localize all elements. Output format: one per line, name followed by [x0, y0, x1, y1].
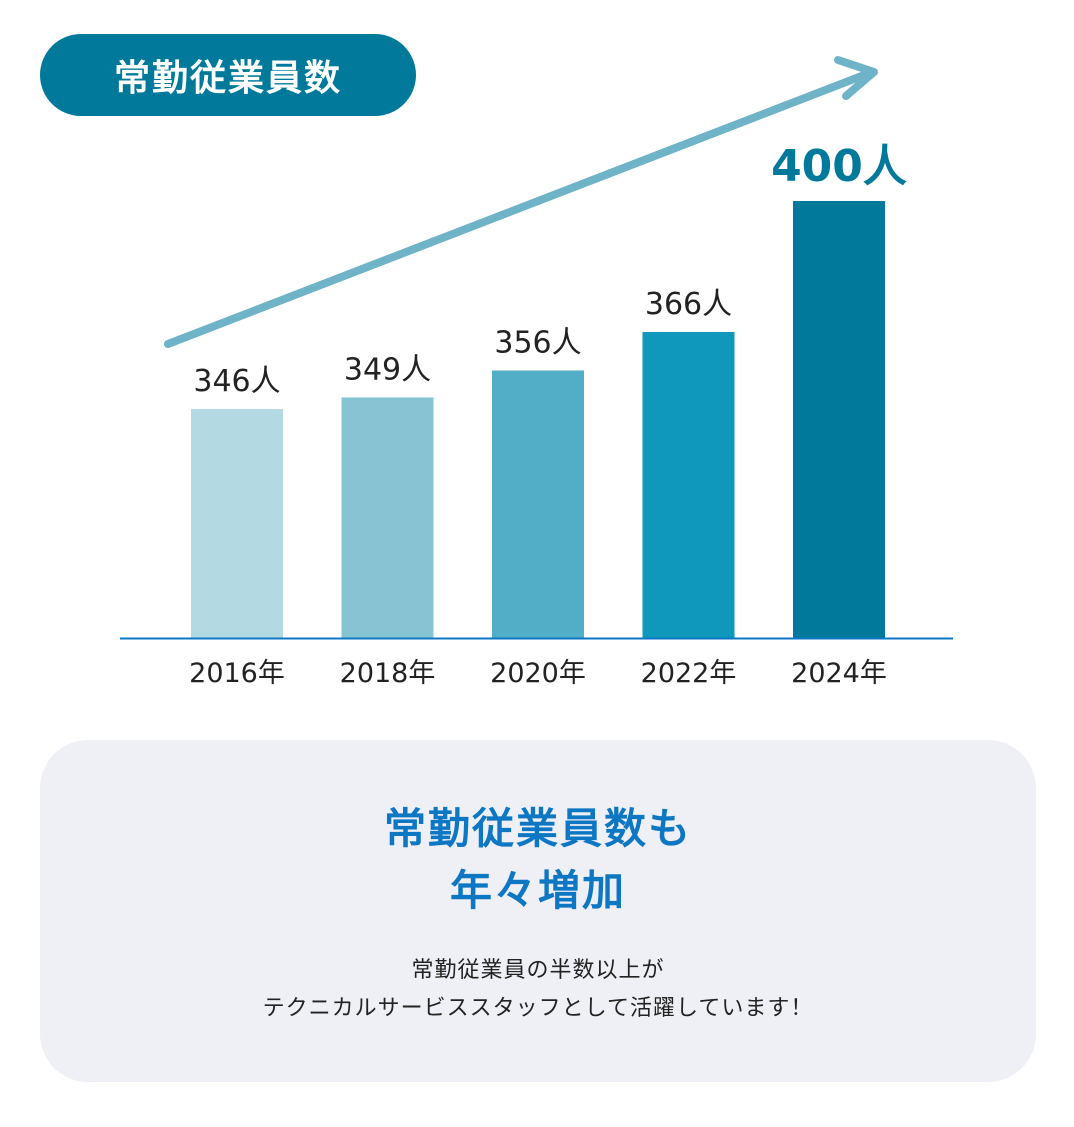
bar-chart: 346人 2016年 349人 2018年 356人 2020年 366人 2022年 400人…	[120, 56, 953, 689]
data-label-2020年: 356人	[494, 325, 581, 360]
trend-arrow-layer	[164, 56, 878, 348]
summary-body-line-2: テクニカルサービススタッフとして活躍しています！	[262, 996, 814, 1021]
data-label-2016年: 346人	[193, 364, 280, 399]
bar-2022年	[642, 331, 735, 638]
data-label-2022年: 366人	[645, 287, 732, 322]
summary-heading: 常勤従業員数も 年々増加	[40, 798, 1036, 922]
x-tick-label-2022年: 2022年	[641, 658, 737, 689]
chart-title-badge: 常勤従業員数	[40, 34, 416, 116]
labels-layer: 346人 2016年 349人 2018年 356人 2020年 366人 2022年 400人…	[189, 141, 907, 689]
trend-arrow-head	[834, 56, 878, 100]
bars-layer	[191, 201, 885, 638]
bar-2018年	[341, 397, 434, 638]
chart-title-text: 常勤従業員数	[113, 58, 342, 99]
summary-body-line-1: 常勤従業員の半数以上が	[411, 958, 665, 983]
summary-heading-line-2: 年々増加	[449, 866, 626, 915]
bar-2024年	[793, 201, 885, 638]
data-label-2024年: 400人	[771, 141, 907, 192]
x-tick-label-2020年: 2020年	[490, 658, 586, 689]
x-tick-label-2018年: 2018年	[340, 658, 436, 689]
data-label-2018年: 349人	[344, 352, 431, 387]
bar-2020年	[492, 370, 584, 638]
x-tick-label-2024年: 2024年	[791, 658, 887, 689]
trend-arrow-line	[164, 68, 876, 348]
bar-2016年	[191, 409, 283, 638]
x-tick-label-2016年: 2016年	[189, 658, 285, 689]
summary-panel: 常勤従業員数も 年々増加 常勤従業員の半数以上が テクニカルサービススタッフとし…	[40, 740, 1036, 1082]
summary-body: 常勤従業員の半数以上が テクニカルサービススタッフとして活躍しています！	[40, 952, 1036, 1028]
summary-heading-line-1: 常勤従業員数も	[383, 804, 692, 853]
